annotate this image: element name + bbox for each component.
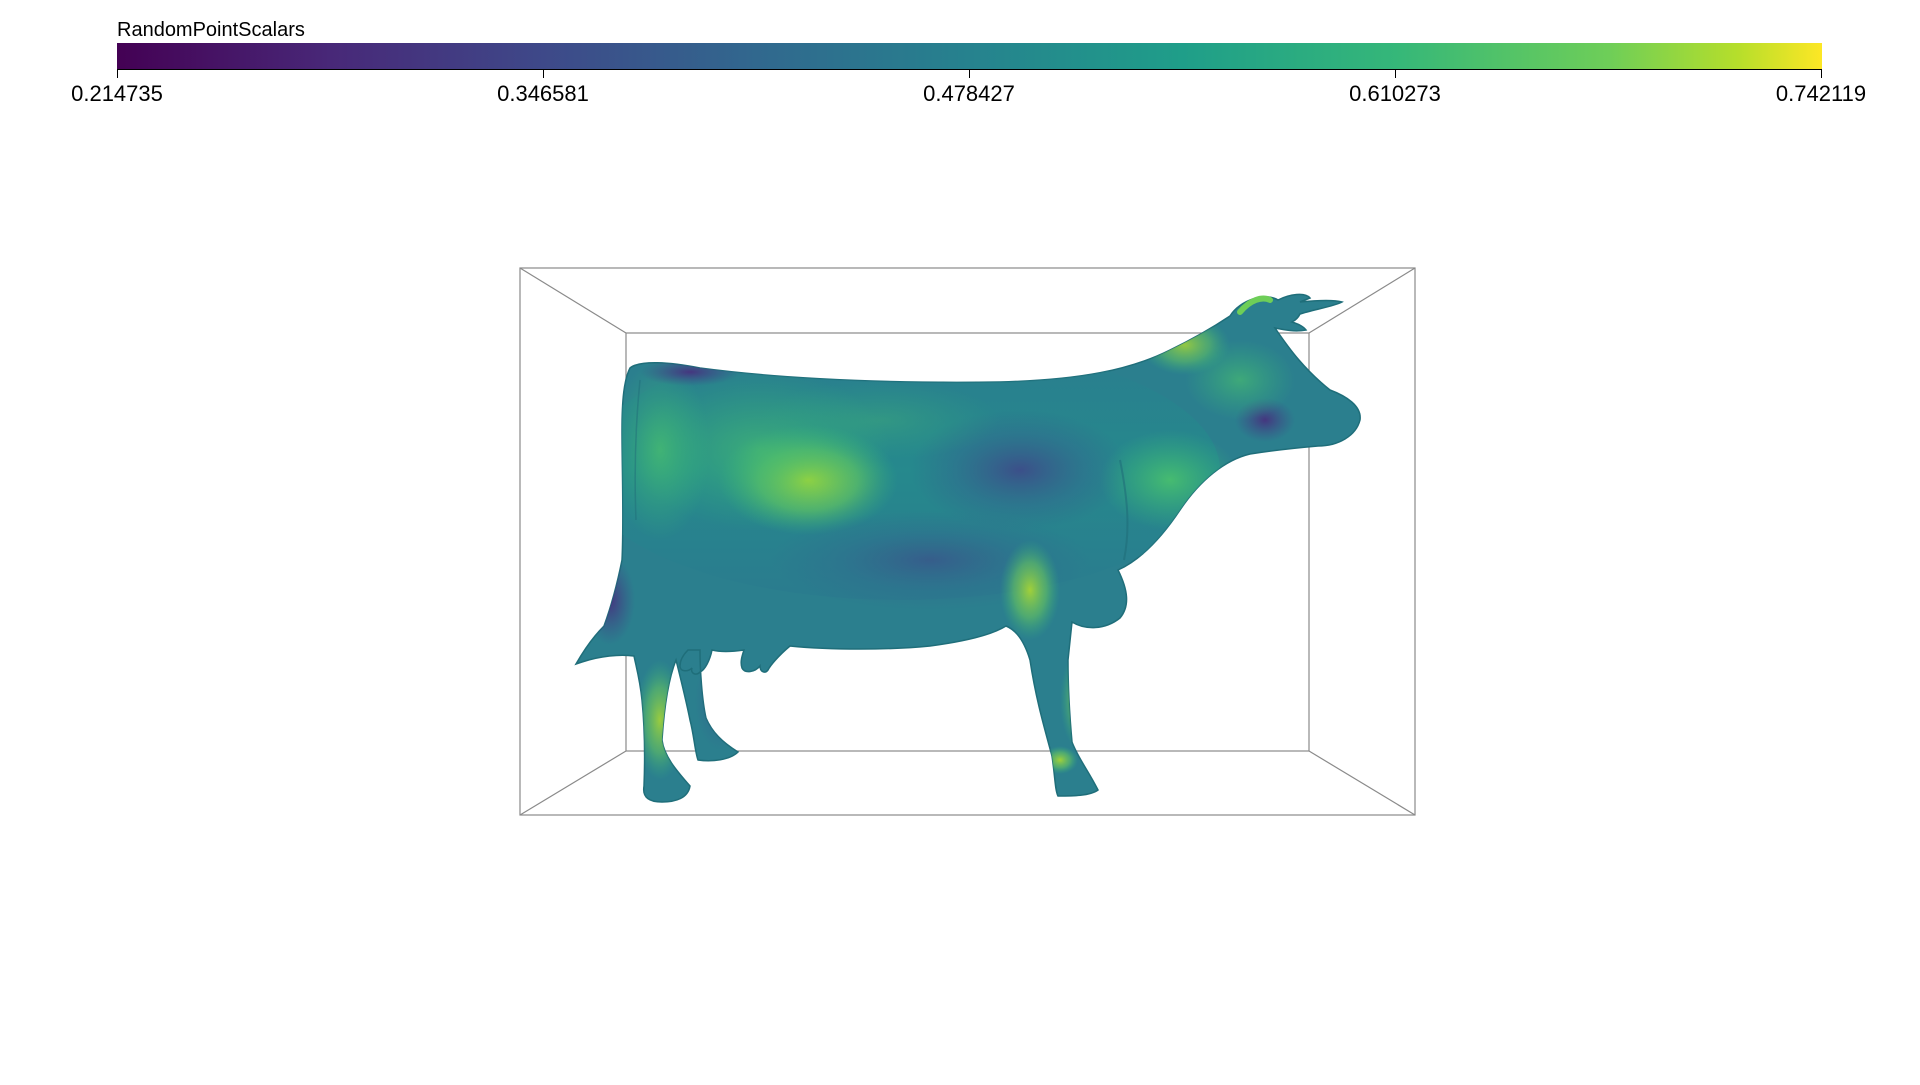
scalar-bar-tick-label: 0.478427 [923, 81, 1015, 106]
scalar-bar-tick [543, 69, 544, 78]
bounding-box-outline [519, 267, 1416, 816]
scalar-bar-tick-label: 0.214735 [71, 81, 163, 106]
scalar-bar-tick-label: 0.742119 [1775, 81, 1867, 106]
scalar-bar-colormap [117, 43, 1822, 69]
scalar-bar-tick [1821, 69, 1822, 78]
scalar-bar-tick-label: 0.346581 [497, 81, 589, 106]
scalar-bar-tick-label: 0.610273 [1349, 81, 1441, 106]
cow-mesh [574, 293, 1361, 803]
scalar-bar-tick [969, 69, 970, 78]
scalar-bar-tick [1395, 69, 1396, 78]
scalar-bar-title: RandomPointScalars [117, 19, 305, 41]
scalar-bar-tick [117, 69, 118, 78]
scalar-bar-legend: RandomPointScalars 0.214735 0.346581 0.4… [0, 0, 1920, 120]
